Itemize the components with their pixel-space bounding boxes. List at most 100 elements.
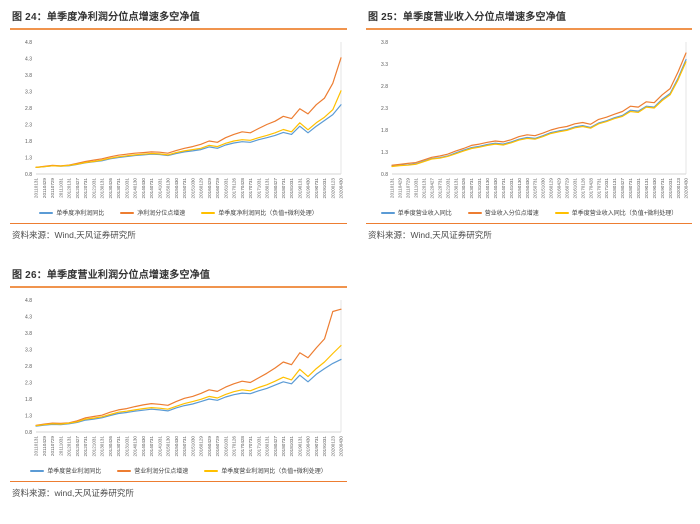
y-tick-label: 1.3 <box>25 155 32 161</box>
x-tick-label: 20150731 <box>533 178 538 199</box>
x-tick-label: 20131031 <box>477 178 482 199</box>
x-tick-label: 20150430 <box>174 436 179 457</box>
x-tick-label: 20130426 <box>108 178 113 199</box>
legend-label: 净利润分位点增速 <box>137 211 186 217</box>
legend-swatch <box>380 211 395 214</box>
x-tick-label: 20190131 <box>644 178 649 199</box>
x-tick-label: 20160429 <box>207 436 212 457</box>
legend-swatch <box>120 211 135 214</box>
legend-label: 单季度净利润同比（负值+微利处理） <box>218 211 318 217</box>
x-tick-label: 20171031 <box>256 178 261 199</box>
x-tick-label: 20200430 <box>339 178 344 199</box>
figure-26-source-note: 资料来源：wind,天风证券研究所 <box>10 481 347 499</box>
x-tick-label: 20181031 <box>636 178 641 199</box>
series-line <box>35 344 342 427</box>
x-tick-label: 20200430 <box>684 178 689 199</box>
x-tick-label: 20120427 <box>75 436 80 457</box>
y-tick-label: 4.8 <box>25 298 32 304</box>
y-tick-label: 3.8 <box>381 40 388 46</box>
legend-item: 单季度营业利润同比 <box>30 466 101 475</box>
series-line <box>35 57 342 168</box>
x-tick-label: 20170731 <box>248 178 253 199</box>
y-tick-label: 1.3 <box>25 413 32 419</box>
x-tick-label: 20160129 <box>199 436 204 457</box>
legend-item: 净利润分位点增速 <box>120 208 185 217</box>
legend-swatch <box>39 211 54 214</box>
x-tick-label: 20180427 <box>273 178 278 199</box>
x-tick-label: 20140731 <box>501 178 506 199</box>
x-tick-label: 20160129 <box>199 178 204 199</box>
series-line <box>391 59 687 167</box>
x-tick-label: 20160429 <box>207 178 212 199</box>
x-tick-label: 20190731 <box>314 178 319 199</box>
x-tick-label: 20110429 <box>42 436 47 457</box>
y-tick-label: 3.3 <box>25 89 32 95</box>
y-tick-label: 1.8 <box>25 139 32 145</box>
x-tick-label: 20140731 <box>149 436 154 457</box>
x-tick-label: 20140430 <box>141 436 146 457</box>
x-tick-label: 20180131 <box>612 178 617 199</box>
y-tick-label: 3.3 <box>381 62 388 68</box>
y-tick-label: 4.8 <box>25 40 32 46</box>
x-tick-label: 20130426 <box>461 178 466 199</box>
figure-26-title: 图 26：单季度营业利润分位点增速多空净值 <box>10 264 347 288</box>
legend-item: 单季度净利润同比（负值+微利处理） <box>201 208 318 217</box>
x-tick-label: 20161031 <box>223 436 228 457</box>
x-tick-label: 20151030 <box>190 436 195 457</box>
y-tick-label: 0.8 <box>381 172 388 178</box>
legend-label: 营业收入分位点增速 <box>484 211 539 217</box>
x-tick-label: 20130131 <box>100 178 105 199</box>
figure-24-legend: 单季度净利润同比 净利润分位点增速 单季度净利润同比（负值+微利处理） <box>10 208 347 217</box>
x-tick-label: 20120131 <box>67 178 72 199</box>
y-tick-label: 2.3 <box>381 106 388 112</box>
figure-25-panel: 图 25：单季度营业收入分位点增速多空净值 0.8 1.3 1.8 2.3 2.8 3.3… <box>366 6 692 241</box>
x-tick-label: 20150130 <box>166 178 171 199</box>
y-tick-label: 4.3 <box>25 56 32 62</box>
legend-swatch <box>30 469 45 472</box>
x-tick-label: 20161031 <box>223 178 228 199</box>
x-tick-label: 20151030 <box>190 178 195 199</box>
x-tick-label: 20150430 <box>525 178 530 199</box>
x-tick-label: 20111031 <box>414 178 419 198</box>
x-tick-label: 20130731 <box>116 436 121 457</box>
x-tick-label: 20171031 <box>604 178 609 199</box>
x-tick-label: 20190731 <box>314 436 319 457</box>
x-tick-label: 20140430 <box>141 178 146 199</box>
x-tick-label: 20131031 <box>124 178 129 199</box>
series-line <box>35 308 342 426</box>
legend-swatch <box>554 211 569 214</box>
x-tick-label: 20110429 <box>42 178 47 199</box>
legend-item: 营业利润分位点增速 <box>117 466 188 475</box>
series-line <box>391 52 687 166</box>
x-tick-label: 20180731 <box>281 178 286 199</box>
figure-26-panel: 图 26：单季度营业利润分位点增速多空净值 0.8 1.3 1.8 2.3 2.8 3.3… <box>10 264 347 499</box>
x-tick-label: 20170731 <box>248 436 253 457</box>
y-tick-label: 2.8 <box>381 84 388 90</box>
x-tick-label: 20160429 <box>557 178 562 199</box>
x-tick-label: 20170126 <box>580 178 585 199</box>
x-tick-label: 20200123 <box>676 178 681 199</box>
x-tick-label: 20190131 <box>298 436 303 457</box>
legend-item: 单季度营业收入同比 <box>380 208 452 217</box>
x-tick-label: 20130426 <box>108 436 113 457</box>
figure-25-source-note: 资料来源：Wind,天风证券研究所 <box>366 223 692 241</box>
y-tick-label: 3.8 <box>25 331 32 337</box>
y-tick-label: 0.8 <box>25 430 32 436</box>
x-tick-label: 20150430 <box>174 178 179 199</box>
x-tick-label: 20180131 <box>265 436 270 457</box>
x-tick-label: 20120427 <box>429 178 434 199</box>
x-tick-label: 20170126 <box>232 178 237 199</box>
x-tick-label: 20120731 <box>437 178 442 199</box>
legend-label: 营业利润分位点增速 <box>134 469 189 475</box>
x-tick-label: 20131031 <box>124 436 129 457</box>
series-line <box>35 90 342 168</box>
x-tick-label: 20181031 <box>289 436 294 457</box>
x-tick-label: 20140130 <box>133 178 138 199</box>
figure-26-legend: 单季度营业利润同比 营业利润分位点增速 单季度营业利润同比（负值+微利处理） <box>10 466 347 475</box>
x-tick-label: 20110131 <box>390 178 395 199</box>
x-tick-label: 20160729 <box>565 178 570 199</box>
x-tick-label: 20130131 <box>453 178 458 199</box>
x-tick-label: 20151030 <box>541 178 546 199</box>
x-tick-label: 20160129 <box>549 178 554 199</box>
